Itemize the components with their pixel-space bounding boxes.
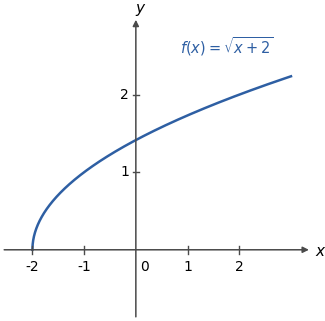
- Text: 1: 1: [183, 260, 192, 274]
- Text: -1: -1: [77, 260, 91, 274]
- Text: 2: 2: [235, 260, 244, 274]
- Text: 2: 2: [120, 88, 129, 102]
- Text: 1: 1: [120, 165, 129, 179]
- Text: $f(x) = \sqrt{x + 2}$: $f(x) = \sqrt{x + 2}$: [180, 35, 273, 58]
- Text: y: y: [135, 1, 144, 16]
- Text: x: x: [315, 244, 324, 259]
- Text: 0: 0: [140, 260, 149, 274]
- Text: -2: -2: [26, 260, 39, 274]
